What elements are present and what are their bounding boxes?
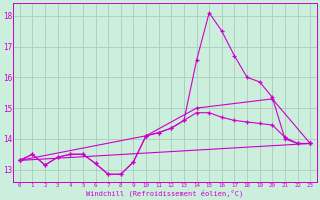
X-axis label: Windchill (Refroidissement éolien,°C): Windchill (Refroidissement éolien,°C) xyxy=(86,189,244,197)
